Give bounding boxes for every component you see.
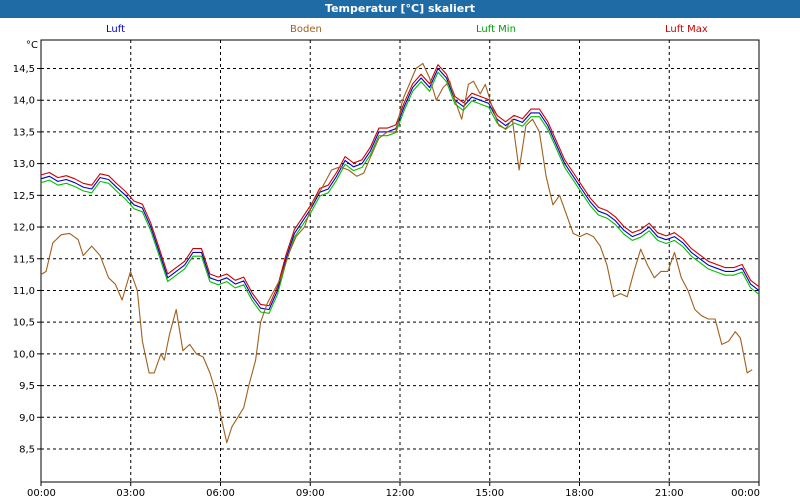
- series-line-luft-min: [40, 71, 760, 314]
- y-tick-label: 10,0: [13, 349, 35, 360]
- legend-item-boden: Boden: [290, 24, 322, 35]
- y-tick-label: 10,5: [13, 318, 35, 329]
- legend-label-luft-min: Luft Min: [476, 24, 516, 35]
- x-tick-time-label: 00:00: [27, 488, 56, 499]
- y-tick-label: 8,5: [19, 445, 35, 456]
- legend-item-luft-max: Luft Max: [665, 24, 708, 35]
- y-tick-label: 14,5: [13, 64, 35, 75]
- y-tick-label: 9,0: [19, 413, 35, 424]
- x-tick-time-label: 12:00: [386, 488, 415, 499]
- legend-item-luft: Luft: [106, 24, 125, 35]
- y-axis-unit-label: °C: [26, 40, 38, 51]
- legend-label-boden: Boden: [290, 24, 322, 35]
- y-tick-label: 9,5: [19, 381, 35, 392]
- y-tick-label: 13,0: [13, 159, 35, 170]
- x-axis: 00:0009.10.1903:0009.10.1906:0009.10.190…: [27, 482, 760, 499]
- temperature-chart: °C 8,5 9,0 9,5 10,0 10,5 11,0 11,5 12,0 12,5 13,0…: [13, 39, 760, 499]
- y-tick-label: 13,5: [13, 127, 35, 138]
- legend-item-luft-min: Luft Min: [476, 24, 516, 35]
- y-tick-label: 12,0: [13, 223, 35, 234]
- y-tick-label: 11,5: [13, 254, 35, 265]
- x-tick-time-label: 21:00: [655, 488, 684, 499]
- x-tick-time-label: 15:00: [475, 488, 504, 499]
- y-tick-label: 11,0: [13, 286, 35, 297]
- y-tick-label: 14,0: [13, 96, 35, 107]
- series-layer: [40, 62, 760, 444]
- x-tick-time-label: 00:00: [731, 488, 760, 499]
- x-tick-time-label: 09:00: [296, 488, 325, 499]
- window-title: Temperatur [°C] skaliert: [0, 0, 800, 18]
- series-line-boden: [40, 62, 753, 444]
- series-line-luft: [40, 67, 760, 311]
- legend-label-luft: Luft: [106, 24, 125, 35]
- y-axis: 8,5 9,0 9,5 10,0 10,5 11,0 11,5 12,0 12,5 13,0 13,…: [13, 64, 41, 456]
- y-tick-label: 12,5: [13, 191, 35, 202]
- x-tick-time-label: 18:00: [565, 488, 594, 499]
- x-tick-time-label: 06:00: [206, 488, 235, 499]
- legend-label-luft-max: Luft Max: [665, 24, 708, 35]
- x-tick-time-label: 03:00: [116, 488, 145, 499]
